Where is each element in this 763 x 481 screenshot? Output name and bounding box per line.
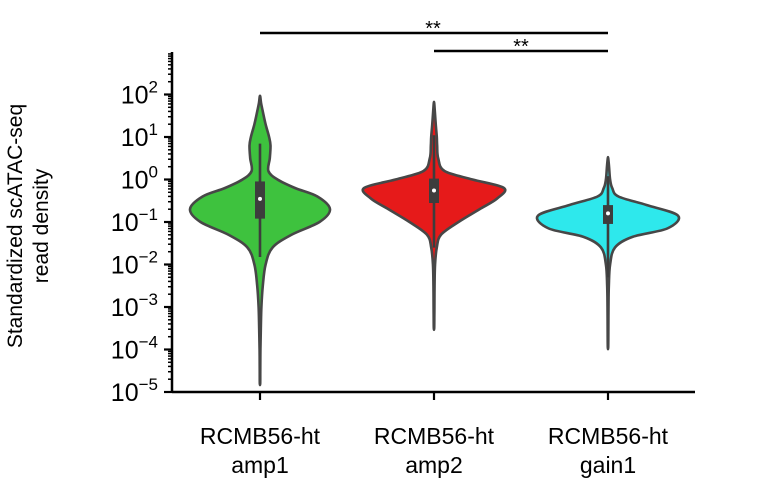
y-tick-base: 10	[111, 252, 139, 280]
y-tick-label: 101	[121, 120, 158, 152]
y-tick-exponent: −1	[139, 205, 158, 224]
y-tick-base: 10	[121, 82, 149, 110]
y-tick-exponent: −3	[139, 290, 158, 309]
y-tick-exponent: 0	[149, 163, 158, 182]
y-tick-base: 10	[111, 379, 139, 407]
y-tick-exponent: −4	[139, 333, 158, 352]
y-tick-exponent: −2	[139, 248, 158, 267]
y-tick-base: 10	[111, 209, 139, 237]
violin-median-dot	[432, 188, 436, 193]
y-tick-base: 10	[111, 337, 139, 365]
x-tick-label-line1: RCMB56-ht	[374, 423, 495, 449]
x-tick-label-line2: amp2	[405, 452, 463, 478]
y-tick-label: 10−5	[111, 375, 158, 407]
y-tick-label: 100	[121, 163, 158, 195]
y-tick-exponent: 1	[149, 120, 158, 139]
significance-bars: ** **	[260, 18, 608, 58]
violin-median-dot	[258, 196, 262, 201]
y-tick-base: 10	[121, 124, 149, 152]
y-axis-label-line2: read density	[30, 168, 53, 283]
x-tick-label-line2: amp1	[231, 452, 289, 478]
y-tick-label: 10−1	[111, 205, 158, 237]
y-axis-label-line1: Standardized scATAC-seq	[4, 104, 27, 348]
y-tick-exponent: −5	[139, 375, 158, 394]
x-tick-label-line1: RCMB56-ht	[548, 423, 669, 449]
y-tick-label: 10−3	[111, 290, 158, 322]
violin-median-dot	[606, 211, 610, 216]
x-tick-label-line2: gain1	[580, 452, 636, 478]
y-tick-label: 10−4	[111, 333, 158, 365]
y-tick-base: 10	[121, 167, 149, 195]
x-tick-label-line1: RCMB56-ht	[200, 423, 321, 449]
significance-label: **	[513, 36, 529, 58]
y-tick-exponent: 2	[149, 78, 158, 97]
y-tick-label: 10−2	[111, 248, 158, 280]
x-ticks: RCMB56-ht amp1 RCMB56-ht amp2 RCMB56-ht gain1	[200, 392, 669, 478]
y-minor-ticks	[168, 53, 172, 380]
y-tick-base: 10	[111, 294, 139, 322]
violins-group	[188, 94, 681, 387]
significance-label: **	[425, 18, 441, 40]
y-tick-label: 102	[121, 78, 158, 110]
